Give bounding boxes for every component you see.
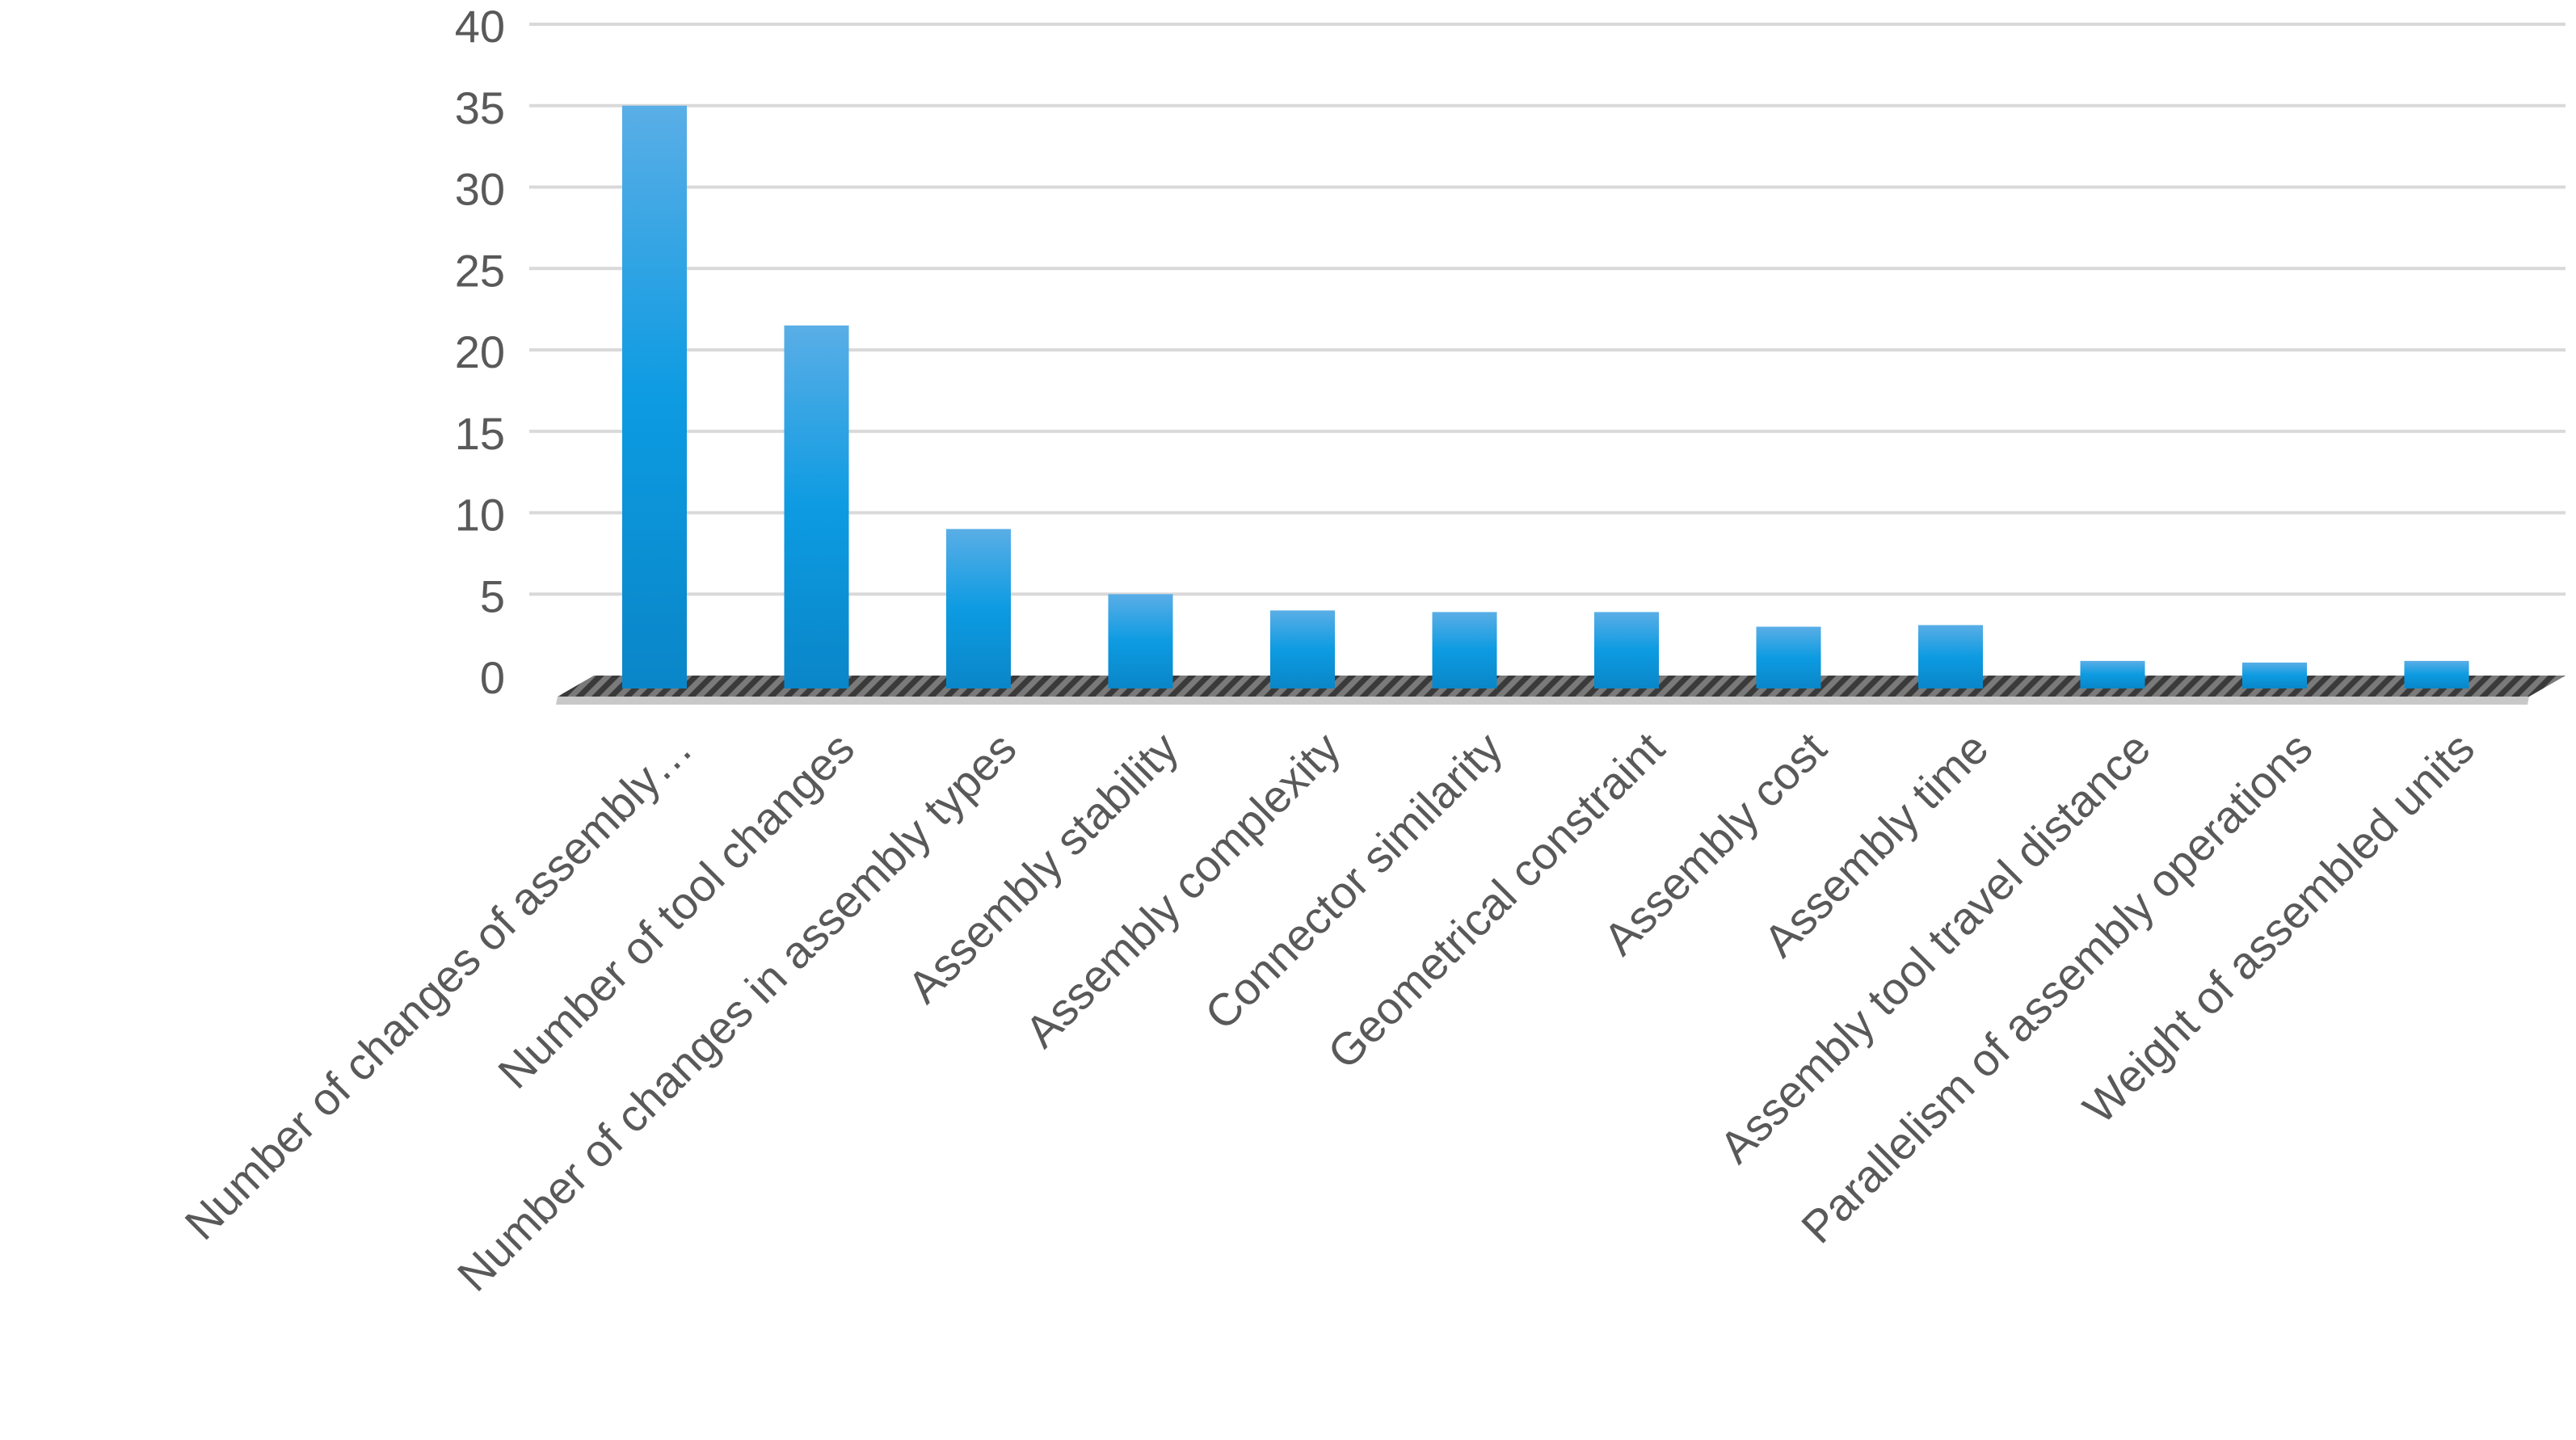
bar	[784, 325, 849, 688]
bar	[946, 528, 1011, 688]
y-tick-label: 10	[455, 490, 505, 541]
floor-surface	[558, 676, 2565, 697]
x-category-label: Assembly complexity	[1015, 722, 1349, 1057]
bar	[1270, 610, 1335, 688]
bar	[1432, 612, 1497, 688]
y-tick-label: 35	[455, 82, 505, 133]
floor-edge	[556, 697, 2529, 705]
y-axis-ticks: 0 5 10 15 20 25 30 35 40	[455, 1, 505, 703]
bar	[2242, 662, 2307, 688]
gridlines	[529, 23, 2565, 596]
x-category-label: Number of changes in assembly types	[448, 722, 1026, 1301]
x-category-label: Connector similarity	[1195, 722, 1512, 1039]
bar	[1918, 625, 1983, 688]
y-tick-label: 15	[455, 408, 505, 459]
bar	[1108, 594, 1173, 688]
bars	[622, 105, 2469, 688]
y-tick-label: 20	[455, 326, 505, 377]
y-tick-label: 40	[455, 1, 505, 52]
bar	[622, 105, 687, 688]
x-axis-labels: Number of changes of assembly…Number of …	[175, 722, 2483, 1301]
y-tick-label: 0	[480, 652, 505, 703]
x-category-label: Assembly stability	[898, 722, 1188, 1013]
chart-floor	[556, 676, 2565, 705]
bar	[2404, 660, 2469, 688]
y-tick-label: 5	[480, 571, 505, 621]
bar	[1756, 626, 1821, 688]
y-tick-label: 30	[455, 164, 505, 215]
bar	[1594, 612, 1659, 688]
y-tick-label: 25	[455, 245, 505, 296]
bar	[2080, 660, 2145, 688]
x-category-label: Geometrical constraint	[1318, 722, 1674, 1079]
